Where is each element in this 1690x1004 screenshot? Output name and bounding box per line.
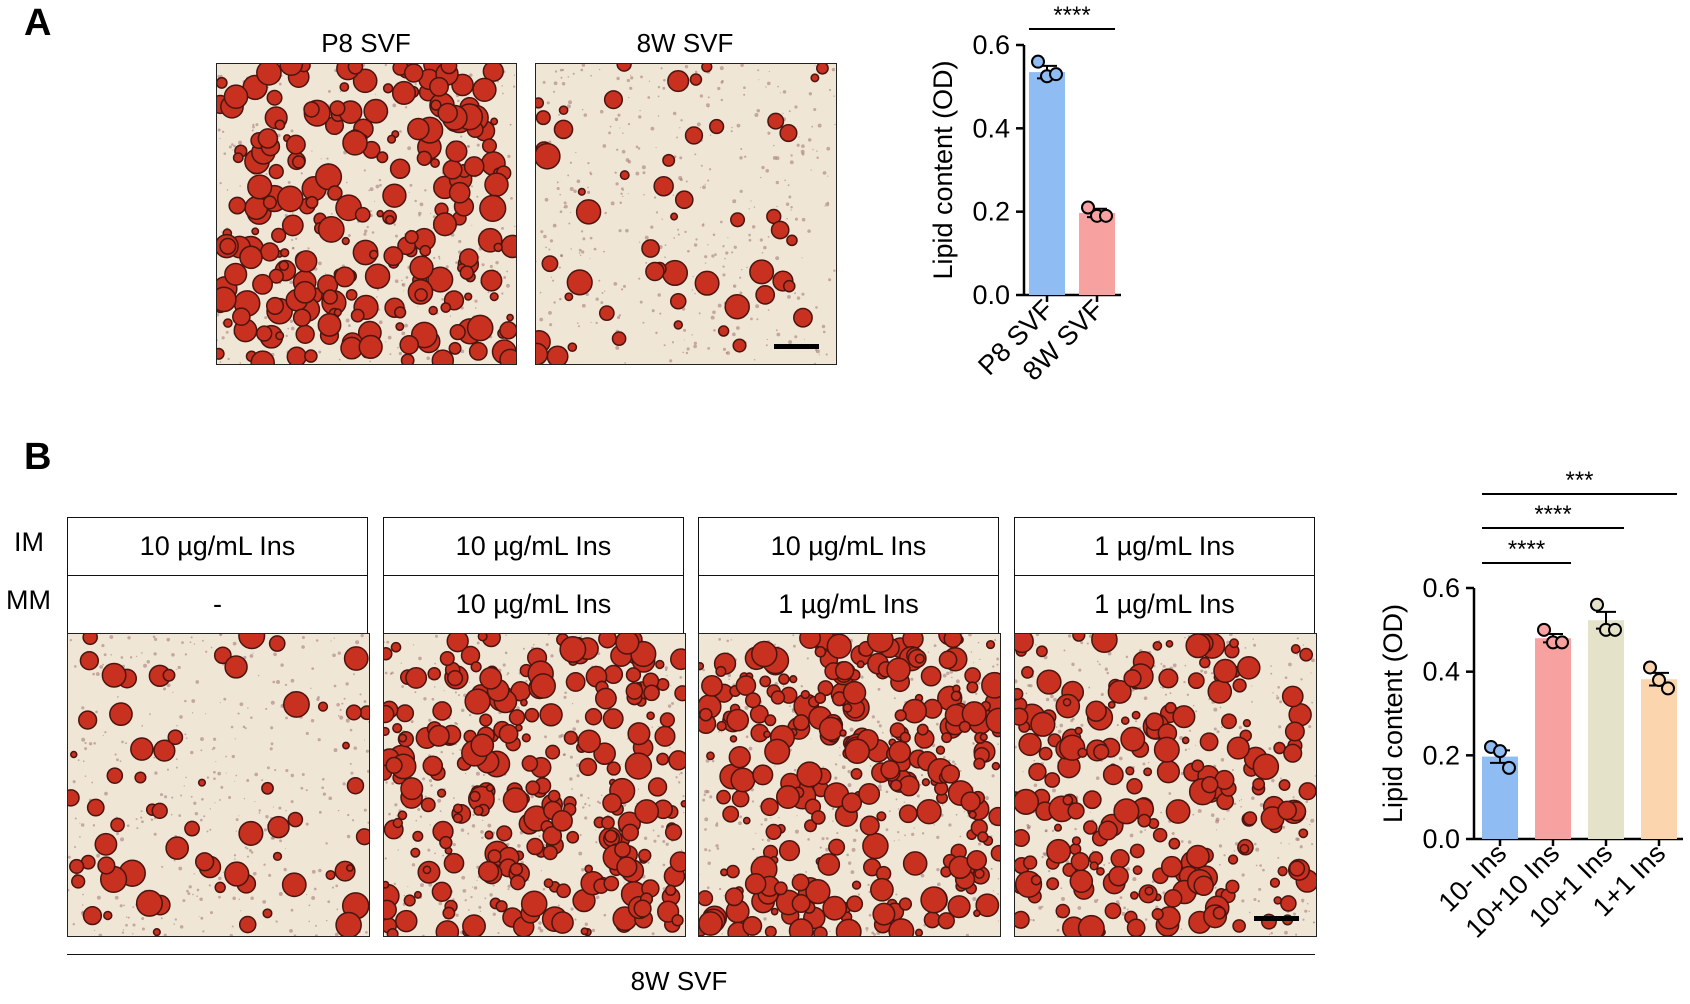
significance-label: ****	[1534, 501, 1571, 528]
y-tick-label: 0.6	[972, 30, 1010, 60]
image-label-8w: 8W SVF	[636, 28, 734, 58]
group-label: 8W SVF	[630, 966, 728, 996]
im-cell: 10 µg/mL Ins	[67, 517, 368, 576]
micrograph	[698, 633, 1001, 937]
im-cell: 10 µg/mL Ins	[698, 517, 999, 576]
im-cell: 1 µg/mL Ins	[1014, 517, 1315, 576]
significance-label: ***	[1565, 467, 1593, 494]
data-point	[1555, 635, 1569, 650]
data-point	[1099, 208, 1113, 223]
scale-bar	[1254, 916, 1299, 921]
mm-cell: -	[67, 575, 368, 634]
micrograph	[1014, 633, 1317, 937]
data-point	[1493, 744, 1507, 759]
mm-cell: 10 µg/mL Ins	[383, 575, 684, 634]
data-point	[1590, 597, 1604, 612]
y-axis-label: Lipid content (OD)	[928, 60, 958, 279]
y-tick-label: 0.4	[972, 113, 1010, 143]
data-point	[1608, 622, 1622, 637]
y-tick-label: 0.4	[1422, 657, 1460, 687]
data-point	[1537, 622, 1551, 637]
panel-a-letter: A	[24, 2, 52, 44]
bar	[1029, 72, 1065, 295]
data-point	[1049, 67, 1063, 82]
panel-b-letter: B	[24, 436, 52, 478]
y-tick-label: 0.2	[1422, 740, 1460, 770]
data-point	[1031, 54, 1045, 69]
row-label-im: IM	[14, 527, 44, 557]
data-point	[1502, 760, 1516, 775]
bar	[1079, 212, 1115, 295]
mm-cell: 1 µg/mL Ins	[698, 575, 999, 634]
significance-label: ****	[1508, 536, 1545, 563]
mm-cell: 1 µg/mL Ins	[1014, 575, 1315, 634]
y-axis-label: Lipid content (OD)	[1378, 604, 1408, 823]
y-tick-label: 0.2	[972, 197, 1010, 227]
data-point	[1643, 660, 1657, 675]
data-point	[1661, 681, 1675, 696]
micrograph-8w-svf	[535, 63, 837, 365]
group-line	[67, 954, 1315, 955]
micrograph	[67, 633, 370, 937]
im-cell: 10 µg/mL Ins	[383, 517, 684, 576]
bar	[1641, 679, 1677, 839]
micrograph-p8-svf	[216, 63, 517, 365]
significance-label: ****	[1053, 2, 1090, 29]
micrograph	[383, 633, 686, 937]
y-tick-label: 0.6	[1422, 573, 1460, 603]
row-label-mm: MM	[6, 585, 51, 615]
y-tick-label: 0.0	[972, 280, 1010, 310]
y-tick-label: 0.0	[1422, 824, 1460, 854]
bar	[1535, 638, 1571, 839]
bar	[1588, 620, 1624, 839]
data-point	[1652, 673, 1666, 688]
image-label-p8: P8 SVF	[321, 28, 411, 58]
data-point	[1081, 200, 1095, 215]
scale-bar	[774, 344, 819, 349]
